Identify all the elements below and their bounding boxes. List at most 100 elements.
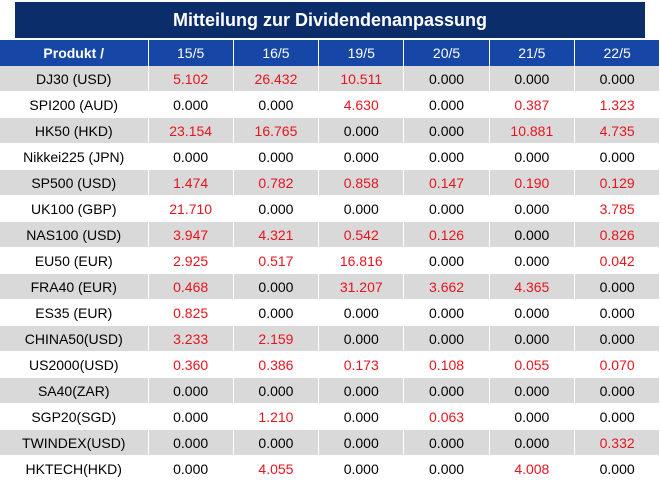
value-cell: 0.000 [148, 143, 234, 170]
table-body: DJ30 (USD) 5.102 26.432 10.511 0.000 0.000 0.0… [0, 66, 660, 482]
value-cell: 0.000 [489, 221, 575, 248]
product-cell: US2000(USD) [0, 351, 149, 378]
product-cell: ES35 (EUR) [0, 299, 149, 326]
table-row: Nikkei225 (JPN) 0.000 0.000 0.000 0.000 0.000… [0, 143, 660, 170]
value-cell: 0.000 [403, 117, 490, 144]
value-cell: 4.055 [233, 455, 320, 482]
value-cell: 0.000 [574, 273, 660, 300]
value-cell: 0.000 [318, 195, 405, 222]
value-cell: 3.947 [148, 221, 234, 248]
value-cell: 0.000 [148, 403, 234, 430]
value-cell: 0.000 [233, 377, 320, 404]
value-cell: 1.323 [574, 91, 660, 118]
product-cell: UK100 (GBP) [0, 195, 149, 222]
value-cell: 3.233 [148, 325, 234, 352]
value-cell: 23.154 [148, 117, 234, 144]
product-cell: FRA40 (EUR) [0, 273, 149, 300]
value-cell: 4.321 [233, 221, 320, 248]
value-cell: 10.511 [318, 66, 405, 92]
value-cell: 0.000 [489, 377, 575, 404]
value-cell: 0.000 [403, 66, 490, 92]
value-cell: 31.207 [318, 273, 405, 300]
product-cell: DJ30 (USD) [0, 66, 149, 92]
page-title: Mitteilung zur Dividendenanpassung [15, 2, 645, 38]
table-row: SPI200 (AUD) 0.000 0.000 4.630 0.000 0.387 1.3… [0, 91, 660, 118]
value-cell: 0.042 [574, 247, 660, 274]
table-row: EU50 (EUR) 2.925 0.517 16.816 0.000 0.000 0.04… [0, 247, 660, 274]
table-row: CHINA50(USD) 3.233 2.159 0.000 0.000 0.000 0.0… [0, 325, 660, 352]
value-cell: 0.517 [233, 247, 320, 274]
product-cell: CHINA50(USD) [0, 325, 149, 352]
table-row: DJ30 (USD) 5.102 26.432 10.511 0.000 0.000 0.0… [0, 66, 660, 92]
table-row: UK100 (GBP) 21.710 0.000 0.000 0.000 0.000 3.7… [0, 195, 660, 222]
value-cell: 0.000 [489, 195, 575, 222]
value-cell: 0.858 [318, 169, 405, 196]
value-cell: 0.000 [148, 429, 234, 456]
table-row: HK50 (HKD) 23.154 16.765 0.000 0.000 10.881 4.… [0, 117, 660, 144]
product-cell: SPI200 (AUD) [0, 91, 149, 118]
value-cell: 0.000 [403, 299, 490, 326]
value-cell: 0.000 [574, 377, 660, 404]
value-cell: 0.000 [574, 403, 660, 430]
value-cell: 0.173 [318, 351, 405, 378]
value-cell: 0.000 [318, 429, 405, 456]
value-cell: 0.000 [574, 455, 660, 482]
header-date: 21/5 [489, 40, 575, 66]
value-cell: 0.000 [574, 66, 660, 92]
product-cell: EU50 (EUR) [0, 247, 149, 274]
value-cell: 0.000 [489, 429, 575, 456]
header-date: 19/5 [318, 40, 405, 66]
value-cell: 10.881 [489, 117, 575, 144]
value-cell: 0.000 [403, 325, 490, 352]
value-cell: 0.332 [574, 429, 660, 456]
product-cell: SP500 (USD) [0, 169, 149, 196]
value-cell: 0.000 [403, 91, 490, 118]
table-row: ES35 (EUR) 0.825 0.000 0.000 0.000 0.000 0.000 [0, 299, 660, 326]
table-row: FRA40 (EUR) 0.468 0.000 31.207 3.662 4.365 0.0… [0, 273, 660, 300]
table-row: SGP20(SGD) 0.000 1.210 0.000 0.063 0.000 0.000 [0, 403, 660, 430]
product-cell: NAS100 (USD) [0, 221, 149, 248]
value-cell: 0.360 [148, 351, 234, 378]
header-date: 15/5 [148, 40, 234, 66]
value-cell: 0.000 [233, 91, 320, 118]
value-cell: 3.785 [574, 195, 660, 222]
value-cell: 0.000 [318, 325, 405, 352]
value-cell: 0.000 [574, 325, 660, 352]
product-cell: SA40(ZAR) [0, 377, 149, 404]
value-cell: 0.000 [233, 195, 320, 222]
value-cell: 26.432 [233, 66, 320, 92]
table-row: TWINDEX(USD) 0.000 0.000 0.000 0.000 0.000 0.3… [0, 429, 660, 456]
value-cell: 0.000 [489, 325, 575, 352]
value-cell: 4.008 [489, 455, 575, 482]
value-cell: 0.000 [233, 429, 320, 456]
product-cell: Nikkei225 (JPN) [0, 143, 149, 170]
value-cell: 0.000 [318, 455, 405, 482]
value-cell: 16.816 [318, 247, 405, 274]
value-cell: 0.070 [574, 351, 660, 378]
title-bar: Mitteilung zur Dividendenanpassung [0, 0, 660, 40]
value-cell: 0.000 [403, 377, 490, 404]
value-cell: 3.662 [403, 273, 490, 300]
value-cell: 0.000 [403, 143, 490, 170]
value-cell: 0.000 [403, 247, 490, 274]
value-cell: 0.063 [403, 403, 490, 430]
value-cell: 0.468 [148, 273, 234, 300]
value-cell: 4.735 [574, 117, 660, 144]
value-cell: 0.055 [489, 351, 575, 378]
header-date: 16/5 [233, 40, 320, 66]
value-cell: 0.387 [489, 91, 575, 118]
value-cell: 0.000 [318, 117, 405, 144]
table-row: US2000(USD) 0.360 0.386 0.173 0.108 0.055 0.07… [0, 351, 660, 378]
value-cell: 2.159 [233, 325, 320, 352]
table-row: SA40(ZAR) 0.000 0.000 0.000 0.000 0.000 0.000 [0, 377, 660, 404]
table-row: SP500 (USD) 1.474 0.782 0.858 0.147 0.190 0.12… [0, 169, 660, 196]
value-cell: 0.000 [148, 91, 234, 118]
header-date: 20/5 [403, 40, 490, 66]
value-cell: 0.825 [148, 299, 234, 326]
value-cell: 0.826 [574, 221, 660, 248]
value-cell: 0.000 [574, 299, 660, 326]
value-cell: 0.000 [233, 143, 320, 170]
header-row: Produkt / 15/5 16/5 19/5 20/5 21/5 22/5 [0, 40, 660, 66]
value-cell: 0.000 [574, 143, 660, 170]
value-cell: 0.190 [489, 169, 575, 196]
